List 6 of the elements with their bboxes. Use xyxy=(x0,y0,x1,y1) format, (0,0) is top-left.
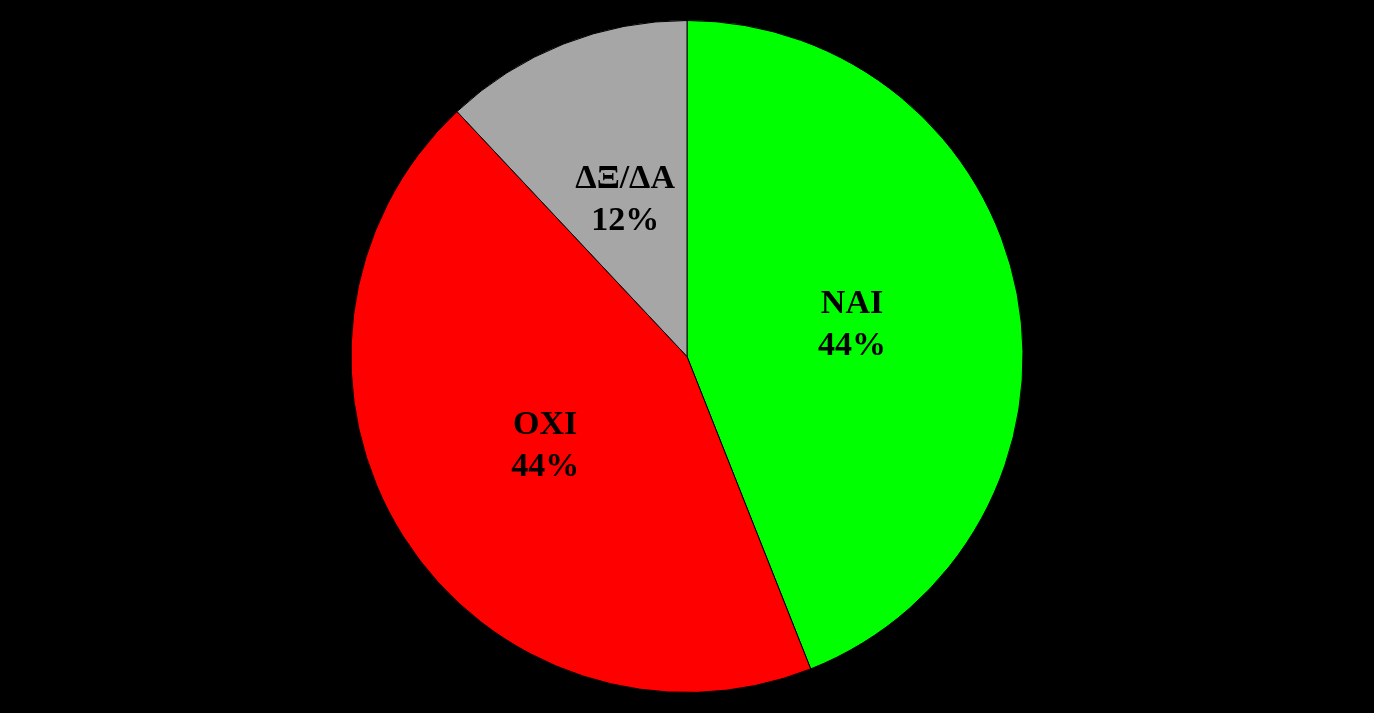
slice-label: ΟΧΙ xyxy=(513,404,578,442)
slice-label: ΔΞ/ΔΑ xyxy=(575,158,676,196)
data-label: 12% xyxy=(591,200,660,238)
slice-label: ΝΑΙ xyxy=(820,282,884,320)
data-label: 44% xyxy=(511,446,580,484)
data-label: 44% xyxy=(818,324,887,362)
